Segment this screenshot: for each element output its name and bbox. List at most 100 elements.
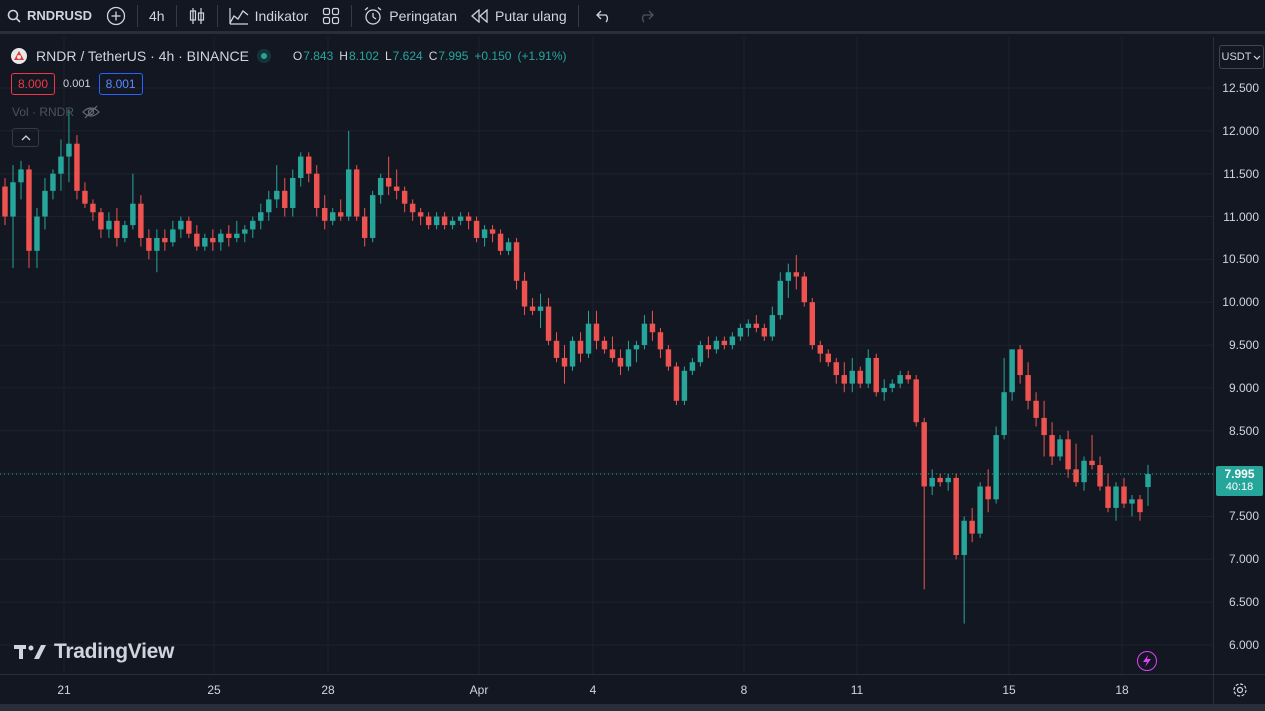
grid-icon [323, 7, 340, 24]
candle-body [1121, 486, 1127, 504]
collapse-legend-button[interactable] [12, 128, 39, 147]
compare-symbol-button[interactable] [99, 0, 133, 33]
candle-body [377, 177, 384, 196]
candle-body [298, 156, 304, 178]
close-value: 7.995 [438, 49, 469, 63]
candle-body [385, 177, 392, 187]
candle-body [2, 186, 8, 217]
currency-selector[interactable]: USDT [1219, 45, 1264, 69]
candle-body [401, 190, 408, 204]
candle-body [154, 237, 160, 251]
change-value: +0.150 [474, 49, 512, 63]
candle-body [593, 323, 600, 341]
spread-value: 0.001 [63, 78, 91, 90]
bottom-border [0, 704, 1265, 711]
time-scale[interactable]: 21 25 28 Apr 4 8 11 15 18 [0, 674, 1213, 704]
buy-price-button[interactable]: 8.001 [98, 73, 143, 95]
replay-label: Putar ulang [495, 7, 567, 24]
price-scale[interactable]: USDT 7.995 40:18 12.500 12.000 11.500 11.00… [1213, 37, 1265, 674]
candle-body [849, 370, 855, 384]
candle-body [625, 349, 632, 367]
candle-body [793, 272, 800, 277]
candle-body [921, 422, 927, 487]
candle-body [705, 345, 712, 350]
candle-body [577, 340, 584, 354]
candle-body [729, 336, 736, 346]
top-toolbar: RNDRUSD 4h Indikator Peringatan Putar ul… [0, 0, 1265, 34]
candle-body [537, 306, 544, 311]
candle-body [465, 216, 472, 221]
indicators-button[interactable]: Indikator [222, 0, 316, 33]
candle-body [505, 242, 512, 251]
candle-body [905, 375, 911, 380]
candle-body [497, 233, 504, 251]
templates-button[interactable] [315, 0, 347, 33]
candles-icon [189, 7, 204, 24]
candle-body [42, 190, 48, 217]
candle-body [10, 182, 16, 217]
sell-price-button[interactable]: 8.000 [11, 73, 56, 95]
redo-button[interactable] [625, 0, 667, 33]
candle-body [18, 169, 24, 183]
undo-button[interactable] [583, 0, 625, 33]
candle-body [74, 143, 80, 191]
candle-body [122, 225, 128, 238]
watermark-text: TradingView [54, 640, 175, 663]
ohlc-values: O 7.843 H 8.102 L 7.624 C 7.995 +0.150 (+1.9… [292, 49, 567, 63]
candle-body [146, 237, 152, 251]
candle-body [1057, 439, 1063, 457]
candle-body [513, 242, 520, 281]
candle-body [314, 173, 320, 208]
replay-button[interactable]: Putar ulang [464, 0, 574, 33]
candle-body [785, 272, 792, 281]
time-tick-label: 18 [1115, 683, 1129, 697]
rewind-icon [471, 8, 488, 23]
toolbar-divider [216, 4, 218, 27]
price-chart[interactable] [0, 37, 1213, 674]
interval-label: 4h [149, 7, 165, 24]
tradingview-watermark[interactable]: TradingView [14, 640, 174, 664]
time-tick-label: 28 [321, 683, 335, 697]
candle-body [66, 143, 72, 157]
live-data-button[interactable] [1137, 651, 1157, 671]
alerts-button[interactable]: Peringatan [356, 0, 464, 33]
candle-body [873, 357, 879, 393]
candle-body [1113, 486, 1119, 508]
high-value: 8.102 [348, 49, 379, 63]
chart-type-button[interactable] [181, 0, 213, 33]
lightning-icon [1143, 655, 1151, 667]
undo-icon [595, 10, 608, 22]
chart-settings-button[interactable] [1213, 674, 1265, 704]
time-tick-label: Apr [469, 683, 489, 697]
candle-body [322, 207, 328, 221]
candle-body [817, 345, 824, 354]
candle-body [681, 370, 688, 401]
time-tick-label: 21 [57, 683, 71, 697]
candle-body [545, 306, 552, 341]
candle-body [529, 306, 536, 311]
volume-legend[interactable]: Vol · RNDR [12, 105, 100, 119]
candle-body [1073, 469, 1079, 483]
candle-body [473, 220, 480, 238]
price-tick-label: 12.000 [1222, 123, 1259, 138]
eye-hidden-icon[interactable] [82, 105, 100, 119]
symbol-title[interactable]: RNDR / TetherUS · 4h · BINANCE [36, 48, 249, 64]
market-status-icon[interactable] [256, 49, 271, 63]
chevron-up-icon [21, 134, 30, 140]
bar-countdown: 40:18 [1225, 481, 1254, 494]
open-value: 7.843 [303, 49, 334, 63]
current-price-value: 7.995 [1224, 467, 1255, 482]
candle-body [689, 362, 696, 371]
interval-button[interactable]: 4h [142, 0, 172, 33]
candle-body [178, 220, 184, 230]
candle-body [521, 280, 528, 307]
candle-body [170, 229, 176, 243]
indicators-label: Indikator [254, 7, 309, 24]
candle-body [138, 203, 144, 238]
candle-body [865, 357, 871, 384]
symbol-search-button[interactable]: RNDRUSD [0, 0, 99, 33]
candle-body [337, 212, 344, 217]
candle-body [1065, 439, 1071, 470]
low-value: 7.624 [392, 49, 423, 63]
